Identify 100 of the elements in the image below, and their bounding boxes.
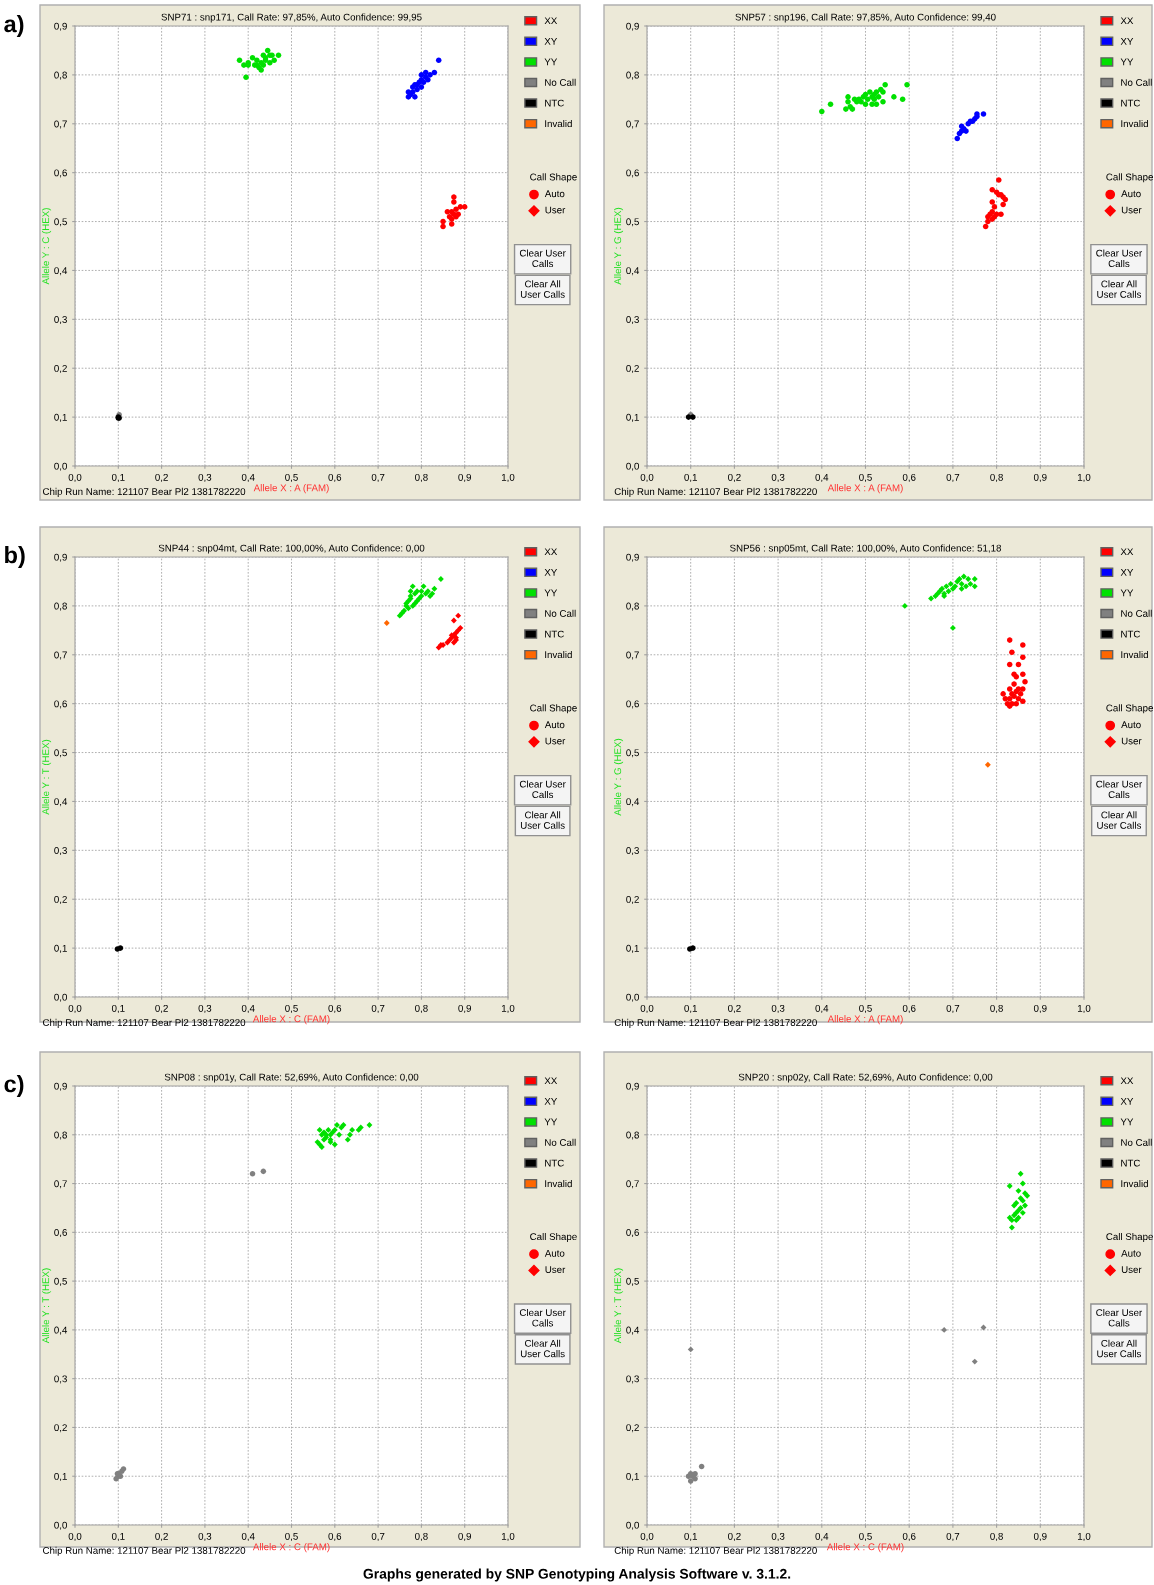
legend-label: No Call xyxy=(1121,1138,1152,1146)
y-tick-label: 0,1 xyxy=(626,413,639,422)
y-tick-label: 0,8 xyxy=(626,602,639,611)
text: Clear All User Calls xyxy=(520,280,565,298)
x-tick-label: 0,3 xyxy=(198,473,212,482)
y-tick-label: 0,0 xyxy=(54,1521,67,1530)
y-tick-label: 0,6 xyxy=(54,1229,67,1238)
x-tick-label: 1,0 xyxy=(501,1004,515,1013)
legend-label: NTC xyxy=(545,1159,564,1167)
y-tick-label: 0,7 xyxy=(54,120,67,129)
y-tick-label: 0,6 xyxy=(626,700,639,709)
x-tick-label: 0,4 xyxy=(815,1532,829,1541)
x-tick-label: 0,8 xyxy=(415,1004,428,1013)
y-tick-label: 0,0 xyxy=(54,462,67,471)
x-tick-label: 0,9 xyxy=(1033,1532,1047,1541)
y-axis-title: Allele Y : G (HEX) xyxy=(614,207,624,285)
text: Chip Run Name: 121107 Bear Pl2 1381782220 xyxy=(43,487,246,497)
legend-label: Invalid xyxy=(1121,1180,1148,1188)
legend-label: YY xyxy=(1120,58,1134,66)
x-tick-label: 0,0 xyxy=(640,1004,654,1013)
text: Auto xyxy=(1121,721,1141,729)
x-tick-label: 0,0 xyxy=(68,1004,82,1013)
text: User xyxy=(545,737,566,745)
text: Graphs generated by SNP Genotyping Analysis Software v. 3.1.2. xyxy=(363,1568,791,1582)
y-tick-label: 0,8 xyxy=(54,602,67,611)
text: Clear All User Calls xyxy=(1097,811,1142,829)
y-tick-label: 0,9 xyxy=(626,553,639,562)
x-tick-label: 0,9 xyxy=(1033,1004,1047,1013)
y-tick-label: 0,4 xyxy=(54,267,68,276)
y-tick-label: 0,1 xyxy=(626,1472,639,1481)
x-tick-label: 0,7 xyxy=(946,1532,960,1541)
legend-label: No Call xyxy=(545,1138,576,1146)
x-tick-label: 0,4 xyxy=(815,1004,829,1013)
y-tick-label: 0,7 xyxy=(54,651,67,660)
y-tick-label: 0,3 xyxy=(54,1375,67,1384)
legend-label: XY xyxy=(544,1098,558,1105)
legend-label: Invalid xyxy=(545,1180,572,1188)
legend-label: XX xyxy=(1120,17,1134,25)
x-tick-label: 0,7 xyxy=(371,1532,385,1541)
chart-title: SNP71 : snp171, Call Rate: 97,85%, Auto Confidence: 99,95 xyxy=(161,13,422,23)
x-tick-label: 0,1 xyxy=(684,1532,697,1541)
y-axis-title: Allele Y : T (HEX) xyxy=(42,1268,52,1344)
text: Chip Run Name: 121107 Bear Pl2 1381782220 xyxy=(614,487,817,497)
x-tick-label: 0,0 xyxy=(640,473,654,482)
y-tick-label: 0,3 xyxy=(626,316,639,325)
x-tick-label: 1,0 xyxy=(501,473,515,482)
legend-label: XY xyxy=(1120,37,1134,45)
text: Auto xyxy=(1121,1249,1141,1257)
legend-label: NTC xyxy=(545,630,564,638)
legend-label: YY xyxy=(544,1118,558,1126)
text: User xyxy=(1121,206,1142,214)
y-tick-label: 0,4 xyxy=(626,798,640,807)
x-tick-label: 0,6 xyxy=(328,1532,342,1541)
x-tick-label: 0,3 xyxy=(198,1004,212,1013)
text: Clear User Calls xyxy=(519,1308,566,1327)
legend-label: No Call xyxy=(545,609,576,617)
x-tick-label: 0,7 xyxy=(371,1004,385,1013)
y-tick-label: 0,2 xyxy=(626,895,639,904)
y-tick-label: 0,0 xyxy=(626,1521,639,1530)
legend-label: XY xyxy=(544,568,558,576)
legend-label: YY xyxy=(1120,589,1134,597)
y-tick-label: 0,2 xyxy=(54,364,67,373)
x-tick-label: 0,1 xyxy=(684,1004,697,1013)
x-tick-label: 0,5 xyxy=(859,1532,872,1541)
x-axis-title: Allele X : A (FAM) xyxy=(827,484,903,494)
legend-label: XX xyxy=(544,548,558,556)
y-tick-label: 0,6 xyxy=(626,1229,639,1238)
y-tick-label: 0,6 xyxy=(626,169,639,178)
text: Call Shape xyxy=(1106,704,1153,714)
y-tick-label: 0,4 xyxy=(54,798,68,807)
text: Call Shape xyxy=(1106,1232,1153,1242)
text: Clear User Calls xyxy=(1096,1308,1143,1327)
legend-label: NTC xyxy=(545,99,564,107)
x-axis-title: Allele X : C (FAM) xyxy=(252,1015,330,1025)
text: Clear All User Calls xyxy=(520,1339,565,1358)
y-tick-label: 0,7 xyxy=(626,120,639,129)
legend-label: No Call xyxy=(1121,78,1152,86)
y-tick-label: 0,1 xyxy=(626,944,639,953)
y-tick-label: 0,5 xyxy=(54,1277,67,1286)
x-tick-label: 0,2 xyxy=(155,1532,168,1541)
text: Clear All User Calls xyxy=(1097,280,1142,298)
y-tick-label: 0,1 xyxy=(54,944,67,953)
text: Clear All User Calls xyxy=(520,811,565,829)
y-tick-label: 0,8 xyxy=(54,1131,67,1140)
legend-label: No Call xyxy=(1121,609,1152,617)
text: Call Shape xyxy=(530,173,577,183)
x-tick-label: 0,4 xyxy=(815,473,829,482)
y-tick-label: 0,2 xyxy=(54,895,67,904)
y-tick-label: 0,9 xyxy=(54,22,67,31)
y-axis-title: Allele Y : G (HEX) xyxy=(614,738,624,816)
chart-title: SNP56 : snp05mt, Call Rate: 100,00%, Auto Confidence: 51,18 xyxy=(730,544,1002,554)
text: Chip Run Name: 121107 Bear Pl2 1381782220 xyxy=(43,1546,246,1556)
legend-label: Invalid xyxy=(545,650,572,659)
y-tick-label: 0,7 xyxy=(626,651,639,660)
x-tick-label: 1,0 xyxy=(1077,1004,1091,1013)
legend-label: NTC xyxy=(1121,1159,1141,1167)
text: Clear User Calls xyxy=(1096,249,1143,268)
x-tick-label: 1,0 xyxy=(1077,473,1091,482)
x-tick-label: 0,5 xyxy=(285,473,298,482)
legend-label: XY xyxy=(1120,1098,1134,1105)
